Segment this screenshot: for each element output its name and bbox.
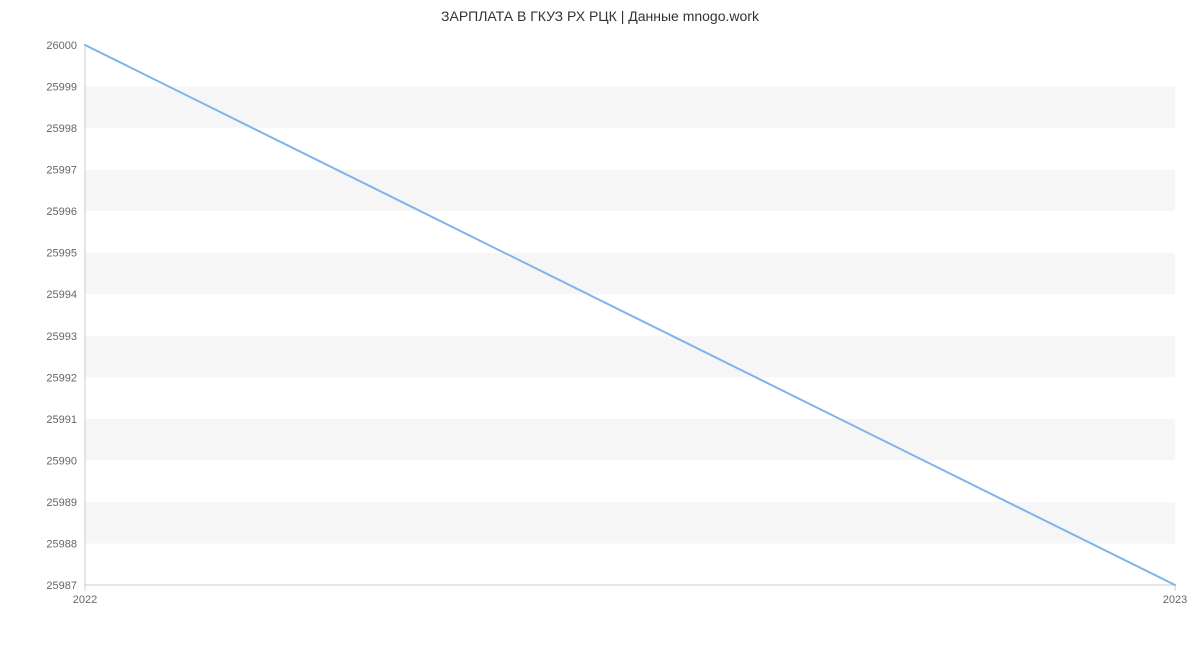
salary-line-chart: ЗАРПЛАТА В ГКУЗ РХ РЦК | Данные mnogo.wo… [0, 0, 1200, 650]
chart-svg: 25987 25988 25989 25990 25991 25992 25993 25994… [0, 0, 1200, 650]
plot-band [85, 170, 1175, 212]
plot-band [85, 253, 1175, 295]
y-tick-label: 25989 [46, 497, 77, 509]
plot-band [85, 211, 1175, 253]
plot-band [85, 419, 1175, 461]
y-tick-label: 25992 [46, 372, 77, 384]
plot-band [85, 502, 1175, 544]
y-tick-label: 25988 [46, 538, 77, 550]
y-tick-label: 25999 [46, 82, 77, 94]
chart-title: ЗАРПЛАТА В ГКУЗ РХ РЦК | Данные mnogo.wo… [0, 8, 1200, 24]
y-tick-label: 25994 [46, 289, 77, 301]
plot-band [85, 460, 1175, 502]
y-tick-label: 25995 [46, 248, 77, 260]
y-tick-label: 26000 [46, 40, 77, 52]
plot-band [85, 45, 1175, 87]
y-tick-label: 25990 [46, 455, 77, 467]
x-tick-label: 2023 [1163, 594, 1187, 606]
y-tick-label: 25996 [46, 206, 77, 218]
y-tick-label: 25991 [46, 414, 77, 426]
plot-band [85, 128, 1175, 170]
x-tick-label: 2022 [73, 594, 97, 606]
plot-band [85, 336, 1175, 378]
y-tick-label: 25998 [46, 123, 77, 135]
y-tick-label: 25997 [46, 165, 77, 177]
y-tick-label: 25993 [46, 331, 77, 343]
y-tick-label: 25987 [46, 580, 77, 592]
plot-band [85, 543, 1175, 585]
plot-band [85, 87, 1175, 129]
plot-band [85, 377, 1175, 419]
